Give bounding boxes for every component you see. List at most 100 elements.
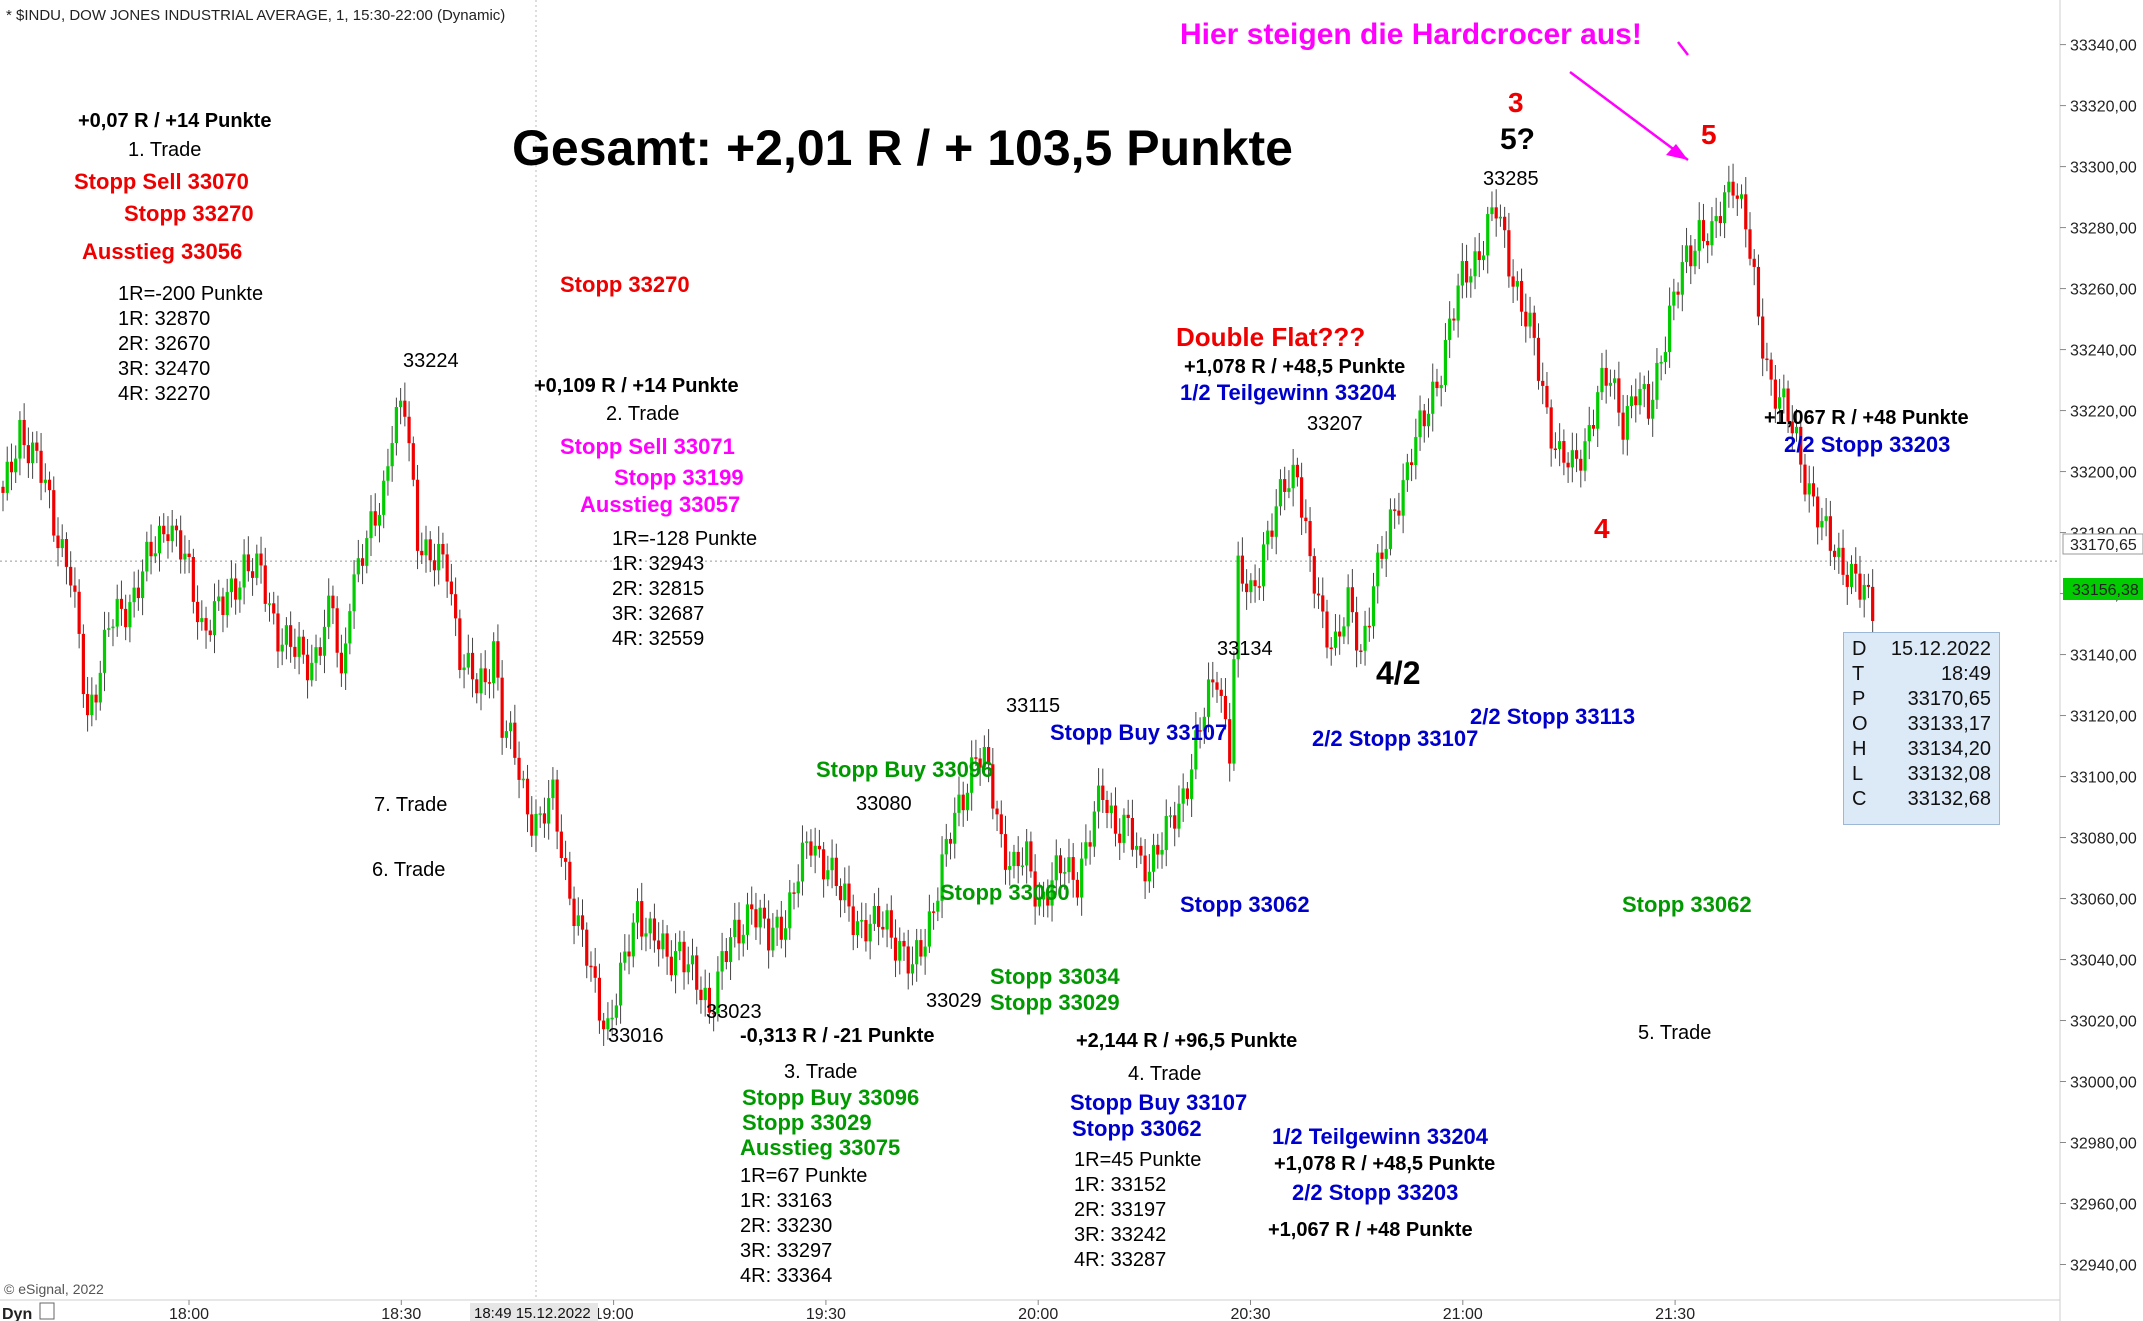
data-window-value: 33132,68 [1907, 788, 1991, 810]
candle-body [551, 779, 555, 799]
candle-body [707, 987, 712, 1013]
candle-body [39, 450, 43, 483]
candle-body [986, 746, 991, 765]
candlestick-series [1, 163, 1875, 1046]
candle-body [331, 595, 335, 609]
data-window-row: H 33134,20 [1852, 737, 1991, 762]
price-axis-tick-label: 33140,00 [2070, 648, 2137, 665]
data-window-key: P [1852, 688, 1866, 710]
candle-body [86, 694, 90, 716]
candle-body [1604, 367, 1608, 386]
candle-body [758, 907, 762, 928]
candle-body [1655, 362, 1659, 400]
candle-body [1862, 584, 1866, 600]
candle-body [280, 644, 284, 652]
candle-body [1215, 682, 1219, 690]
candle-body [466, 652, 470, 668]
wave-label-4-2: 4/2 [1376, 655, 1420, 691]
candle-body [1532, 312, 1536, 338]
candle-body [98, 672, 102, 703]
candle-body [881, 926, 885, 930]
t4-partial-result: +1,078 R / +48,5 Punkte [1274, 1153, 1495, 1175]
t2-r-line: 2R: 32815 [612, 578, 704, 600]
candle-body [948, 838, 953, 844]
candle-body [1025, 841, 1029, 866]
t3-r-line: 3R: 33297 [740, 1240, 832, 1262]
data-window-key: D [1852, 638, 1867, 660]
candle-body [1126, 814, 1130, 818]
candle-body [1663, 352, 1667, 363]
time-axis-tick-label: 20:00 [1018, 1306, 1058, 1321]
candle-body [1287, 488, 1291, 492]
candle-body [1261, 544, 1266, 587]
right-result: +1,067 R / +48 Punkte [1764, 407, 1969, 429]
stopp-2-2-33113: 2/2 Stopp 33113 [1470, 704, 1635, 729]
candle-body [1295, 464, 1299, 478]
candle-body [1710, 221, 1714, 246]
candle-body [644, 933, 648, 937]
candle-body [602, 1020, 606, 1030]
candle-body [1701, 220, 1706, 242]
candle-body [318, 647, 322, 656]
candle-body [678, 941, 682, 951]
last-price-box [2063, 578, 2143, 600]
candle-body [1050, 880, 1054, 906]
candle-body [940, 854, 944, 901]
candle-body [1046, 891, 1050, 906]
candle-body [195, 601, 200, 623]
candle-body [1228, 719, 1232, 764]
candle-body [1613, 378, 1617, 383]
candle-body [779, 916, 783, 940]
candle-body [1008, 866, 1012, 870]
crosshair-price-label: 33170,65 [2070, 537, 2137, 554]
candle-body [52, 490, 56, 536]
candle-body [796, 881, 800, 894]
candle-body [1397, 510, 1401, 516]
candle-body [428, 539, 432, 561]
candle-body [1168, 815, 1173, 817]
price-axis-tick-label: 32980,00 [2070, 1136, 2137, 1153]
candle-body [1756, 266, 1761, 317]
stopp-2-2-33107: 2/2 Stopp 33107 [1312, 726, 1478, 751]
candle-body [813, 845, 817, 856]
t4-r-line: 2R: 33197 [1074, 1199, 1166, 1221]
candle-body [115, 598, 119, 627]
data-window: D 15.12.2022 T 18:49 P 33170,65 O 33133,17 H… [1843, 632, 2000, 825]
candle-body [932, 911, 936, 913]
candle-body [1570, 450, 1574, 468]
price-axis-background [2060, 0, 2143, 1321]
candle-body [1845, 574, 1849, 587]
price-axis-tick-label: 33260,00 [2070, 282, 2137, 299]
candle-body [1143, 855, 1147, 882]
t2-stop-sell: Stopp Sell 33071 [560, 434, 735, 459]
stopp-33270-mid: Stopp 33270 [560, 272, 690, 297]
price-axis-tick-label: 33100,00 [2070, 770, 2137, 787]
t7-title: 7. Trade [374, 794, 447, 816]
candle-body [1029, 841, 1033, 872]
t1-r-line: 1R=-200 Punkte [118, 283, 263, 305]
candle-body [509, 722, 513, 732]
candle-body [745, 904, 750, 935]
candle-body [1181, 788, 1185, 804]
candle-body [1321, 595, 1325, 612]
candle-body [255, 553, 259, 578]
candle-body [919, 940, 923, 957]
data-window-key: H [1852, 738, 1867, 760]
candle-body [1490, 207, 1494, 215]
candle-body [183, 553, 187, 560]
candle-body [1122, 814, 1126, 843]
data-window-row: D 15.12.2022 [1852, 637, 1991, 662]
candle-body [1553, 448, 1558, 451]
candle-body [124, 608, 128, 628]
candle-body [1452, 318, 1456, 321]
candle-body [1346, 587, 1350, 627]
candle-body [56, 535, 60, 549]
lock-icon[interactable] [39, 1302, 55, 1320]
candle-body [618, 962, 623, 1006]
t1-stop: Stopp 33270 [124, 201, 254, 226]
candle-body [1519, 280, 1524, 312]
candle-body [1596, 392, 1600, 429]
dynamic-tag[interactable]: Dyn [2, 1306, 32, 1321]
candle-body [454, 594, 458, 619]
